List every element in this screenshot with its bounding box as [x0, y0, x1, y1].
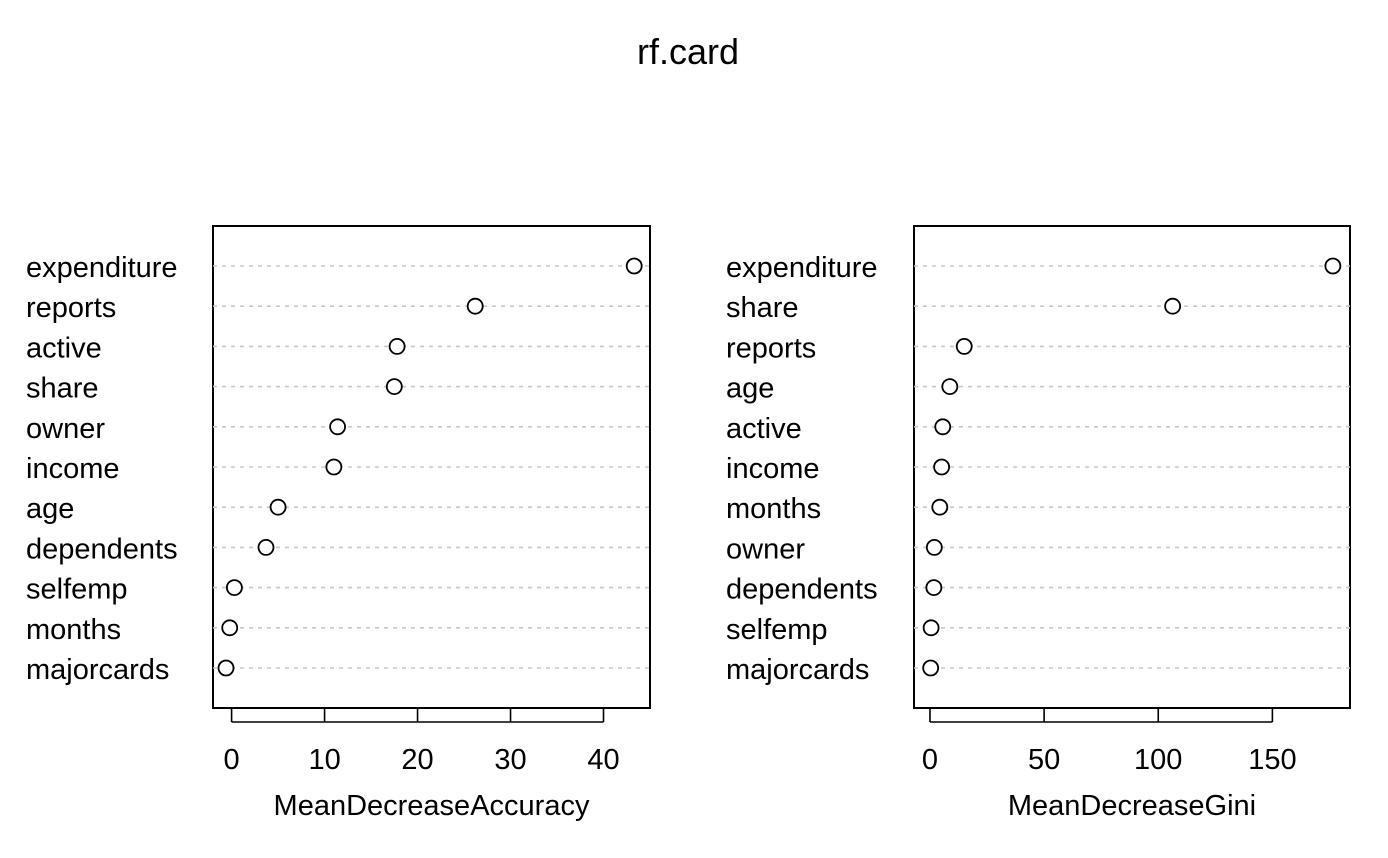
- data-point: [955, 337, 973, 355]
- category-label: reports: [26, 292, 116, 324]
- category-label: dependents: [26, 533, 178, 565]
- x-tick-label: 150: [1248, 744, 1296, 776]
- data-point: [385, 378, 403, 396]
- category-label: active: [26, 332, 102, 364]
- data-point: [257, 539, 275, 556]
- category-label: age: [26, 493, 74, 525]
- x-axis-label: MeanDecreaseGini: [1008, 790, 1256, 822]
- category-label: reports: [726, 332, 816, 364]
- category-label: share: [26, 373, 99, 405]
- data-point: [925, 539, 943, 556]
- category-label: expenditure: [26, 252, 178, 284]
- x-tick-label: 0: [922, 744, 938, 776]
- data-point: [1164, 297, 1182, 315]
- x-tick-label: 50: [1028, 744, 1060, 776]
- data-point: [466, 297, 484, 315]
- data-point: [221, 619, 239, 637]
- category-label: selfemp: [726, 614, 828, 646]
- data-point: [325, 458, 343, 476]
- data-point: [217, 659, 235, 677]
- category-label: owner: [26, 413, 105, 445]
- data-point: [922, 619, 940, 637]
- data-point: [329, 418, 346, 436]
- x-tick-label: 100: [1134, 744, 1182, 776]
- category-label: income: [26, 453, 120, 485]
- category-label: active: [726, 413, 802, 445]
- category-label: months: [726, 493, 821, 525]
- data-point: [931, 498, 949, 516]
- category-label: selfemp: [26, 574, 128, 606]
- category-label: dependents: [726, 574, 878, 606]
- category-label: owner: [726, 533, 805, 565]
- x-tick-label: 10: [308, 744, 340, 776]
- x-tick-label: 20: [401, 744, 433, 776]
- x-tick-label: 30: [494, 744, 526, 776]
- data-point: [934, 418, 952, 436]
- data-point: [388, 337, 406, 355]
- x-tick-label: 0: [224, 744, 240, 776]
- category-label: age: [726, 373, 774, 405]
- x-tick-label: 40: [587, 744, 619, 776]
- category-label: income: [726, 453, 820, 485]
- x-axis-label: MeanDecreaseAccuracy: [274, 790, 590, 822]
- category-label: majorcards: [26, 654, 169, 686]
- data-point: [269, 498, 287, 516]
- data-point: [225, 579, 243, 596]
- data-point: [925, 579, 943, 596]
- data-point: [1324, 257, 1342, 275]
- chart-title: rf.card: [637, 31, 739, 72]
- data-point: [941, 378, 959, 396]
- data-point: [625, 257, 643, 275]
- panel-mean-decrease-accuracy: expenditure reports active share owner income…: [26, 225, 651, 822]
- panel-mean-decrease-gini: expenditure share reports age active income mo…: [726, 225, 1351, 822]
- category-label: majorcards: [726, 654, 869, 686]
- data-point: [933, 458, 951, 476]
- data-point: [922, 659, 940, 677]
- category-label: share: [726, 292, 799, 324]
- category-label: expenditure: [726, 252, 878, 284]
- category-label: months: [26, 614, 121, 646]
